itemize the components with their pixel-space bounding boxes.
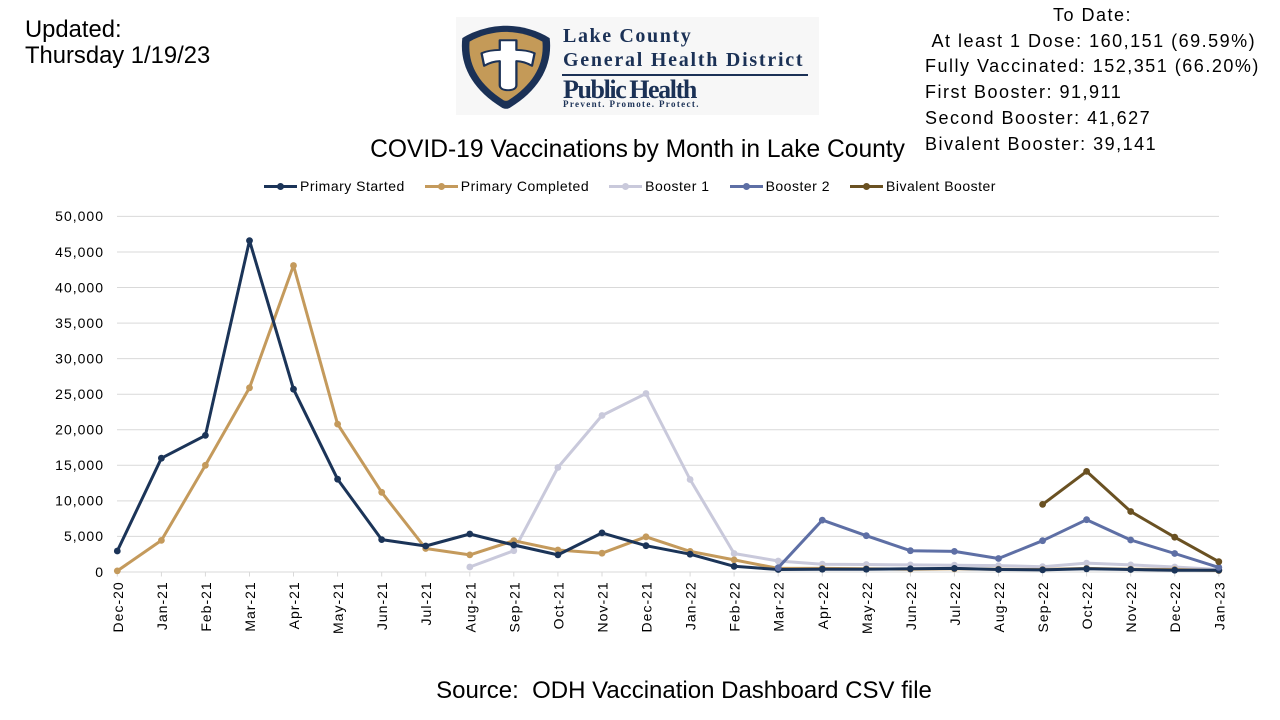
svg-text:Jan-23: Jan-23 — [1211, 581, 1227, 630]
svg-text:Jul-22: Jul-22 — [947, 581, 963, 625]
svg-text:20,000: 20,000 — [55, 422, 104, 438]
svg-text:Jul-21: Jul-21 — [418, 581, 434, 625]
svg-text:Jan-22: Jan-22 — [683, 581, 699, 630]
svg-text:Feb-21: Feb-21 — [198, 581, 214, 631]
svg-text:Aug-21: Aug-21 — [462, 581, 478, 632]
svg-text:Oct-22: Oct-22 — [1079, 581, 1095, 629]
svg-text:30,000: 30,000 — [55, 350, 104, 366]
svg-text:35,000: 35,000 — [55, 315, 104, 331]
svg-text:Oct-21: Oct-21 — [550, 581, 566, 629]
svg-text:50,000: 50,000 — [55, 208, 104, 224]
svg-text:Nov-22: Nov-22 — [1123, 581, 1139, 632]
svg-text:Feb-22: Feb-22 — [727, 581, 743, 631]
svg-text:40,000: 40,000 — [55, 279, 104, 295]
svg-text:Sep-22: Sep-22 — [1035, 581, 1051, 632]
svg-text:Apr-22: Apr-22 — [815, 581, 831, 629]
svg-text:25,000: 25,000 — [55, 386, 104, 402]
svg-text:5,000: 5,000 — [64, 528, 104, 544]
svg-text:May-21: May-21 — [330, 581, 346, 634]
svg-text:0: 0 — [95, 564, 104, 580]
svg-text:Jan-21: Jan-21 — [154, 581, 170, 630]
svg-text:Dec-21: Dec-21 — [639, 581, 655, 632]
svg-text:Aug-22: Aug-22 — [991, 581, 1007, 632]
svg-text:Sep-21: Sep-21 — [506, 581, 522, 632]
svg-text:45,000: 45,000 — [55, 244, 104, 260]
svg-text:15,000: 15,000 — [55, 457, 104, 473]
svg-text:Jun-22: Jun-22 — [903, 581, 919, 630]
svg-text:Dec-20: Dec-20 — [110, 581, 126, 632]
svg-text:Mar-21: Mar-21 — [242, 581, 258, 631]
svg-text:Apr-21: Apr-21 — [286, 581, 302, 629]
svg-text:Nov-21: Nov-21 — [595, 581, 611, 632]
svg-text:Jun-21: Jun-21 — [374, 581, 390, 630]
svg-text:Dec-22: Dec-22 — [1167, 581, 1183, 632]
svg-text:10,000: 10,000 — [55, 493, 104, 509]
svg-text:Mar-22: Mar-22 — [771, 581, 787, 631]
svg-text:May-22: May-22 — [859, 581, 875, 634]
